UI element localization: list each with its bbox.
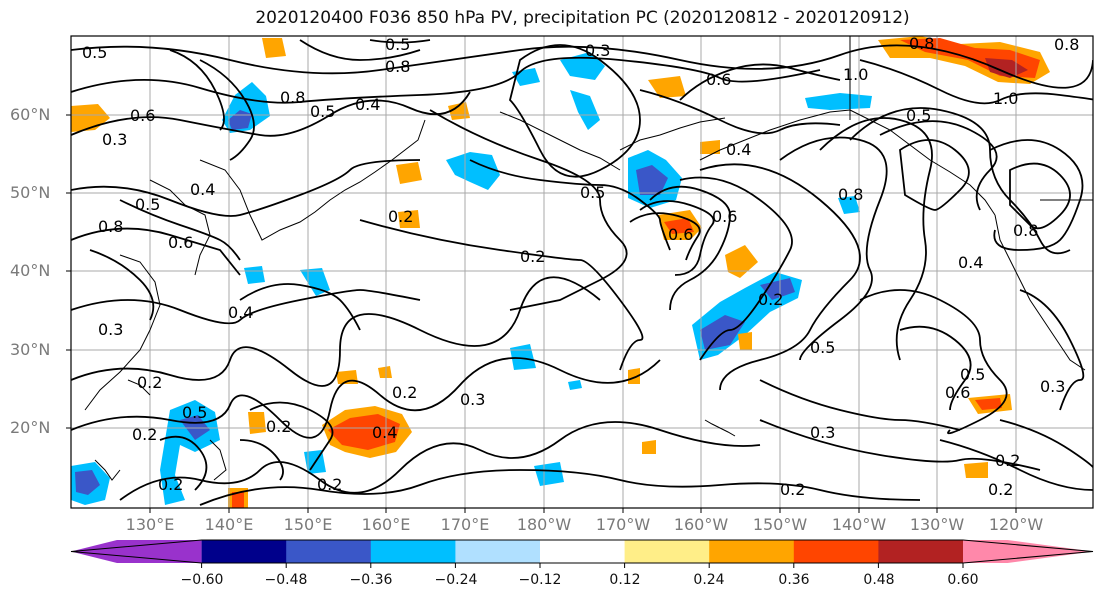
colorbar-segment [624,540,710,563]
coastlines [84,36,1093,481]
svg-text:0.6: 0.6 [712,207,737,226]
svg-text:0.6: 0.6 [706,70,731,89]
colorbar-segment [709,540,795,563]
lon-label-170w: 170°W [595,515,651,534]
svg-text:0.3: 0.3 [585,41,610,60]
svg-text:0.2: 0.2 [388,207,413,226]
svg-text:0.4: 0.4 [355,95,380,114]
svg-text:0.6: 0.6 [168,233,193,252]
colorbar-segment [71,540,202,563]
colorbar-tick-label: 0.24 [693,572,725,588]
svg-text:0.5: 0.5 [385,35,410,54]
lon-label-160w: 160°W [673,515,729,534]
lon-label-170e: 170°E [440,515,490,534]
colorbar-tick-label: −0.24 [434,572,478,588]
svg-text:0.8: 0.8 [1054,35,1079,54]
svg-text:0.2: 0.2 [988,480,1013,499]
lat-label-50n: 50°N [10,183,51,202]
svg-text:0.5: 0.5 [310,102,335,121]
svg-text:0.4: 0.4 [958,253,983,272]
lon-label-140e: 140°E [204,515,254,534]
colorbar-segment [878,540,964,563]
colorbar-segment [963,540,1093,563]
svg-text:1.0: 1.0 [993,89,1018,108]
colorbar-tick-label: −0.12 [518,572,562,588]
svg-text:0.2: 0.2 [392,383,417,402]
svg-text:0.3: 0.3 [98,320,123,339]
svg-text:0.2: 0.2 [780,480,805,499]
pv-contours [71,39,1093,506]
svg-text:0.2: 0.2 [158,475,183,494]
svg-text:0.4: 0.4 [190,180,215,199]
svg-text:0.2: 0.2 [137,373,162,392]
svg-text:0.6: 0.6 [945,383,970,402]
colorbar-tick-label: −0.60 [180,572,224,588]
svg-text:0.5: 0.5 [960,365,985,384]
svg-text:0.3: 0.3 [810,423,835,442]
lon-label-130w: 130°W [909,515,965,534]
colorbar-segment [286,540,372,563]
svg-text:0.2: 0.2 [520,247,545,266]
figure-title: 2020120400 F036 850 hPa PV, precipitatio… [255,8,910,28]
lon-label-140w: 140°W [831,515,887,534]
lon-label-130e: 130°E [125,515,175,534]
svg-text:0.2: 0.2 [317,475,342,494]
svg-text:0.5: 0.5 [182,403,207,422]
svg-text:0.8: 0.8 [385,57,410,76]
colorbar-segment [540,540,626,563]
svg-text:0.8: 0.8 [838,185,863,204]
lat-label-20n: 20°N [10,418,51,437]
colorbar-segment [793,540,879,563]
svg-text:0.2: 0.2 [995,451,1020,470]
svg-text:0.8: 0.8 [909,34,934,53]
colorbar-tick-label: 0.36 [778,572,810,588]
svg-text:0.4: 0.4 [726,140,751,159]
svg-text:0.5: 0.5 [135,195,160,214]
svg-text:0.5: 0.5 [906,106,931,125]
colorbar [70,539,1094,568]
svg-text:0.2: 0.2 [758,290,783,309]
lon-label-180w: 180°W [516,515,572,534]
svg-text:0.4: 0.4 [372,423,397,442]
colorbar-tick-label: 0.60 [947,572,979,588]
svg-text:0.5: 0.5 [580,183,605,202]
colorbar-tick-label: −0.36 [349,572,393,588]
contour-labels: 0.5 0.8 0.5 0.4 0.6 0.4 0.5 0.6 0.4 0.5 … [82,34,1079,499]
precip-positive-shading [71,36,1050,508]
svg-text:0.2: 0.2 [132,425,157,444]
svg-text:0.6: 0.6 [130,106,155,125]
lat-label-40n: 40°N [10,261,51,280]
svg-text:0.5: 0.5 [810,338,835,357]
svg-text:0.2: 0.2 [266,417,291,436]
colorbar-tick-label: 0.12 [609,572,641,588]
svg-text:0.3: 0.3 [1040,377,1065,396]
svg-text:0.3: 0.3 [102,130,127,149]
lat-label-60n: 60°N [10,105,51,124]
lon-label-120w: 120°W [988,515,1044,534]
colorbar-tick-label: −0.48 [264,572,308,588]
svg-text:0.8: 0.8 [1013,221,1038,240]
colorbar-segment [201,540,287,563]
lon-label-150e: 150°E [283,515,333,534]
svg-text:0.3: 0.3 [460,390,485,409]
axis-ticks [66,114,1017,513]
svg-text:1.0: 1.0 [843,65,868,84]
lat-label-30n: 30°N [10,340,51,359]
lon-label-150w: 150°W [752,515,808,534]
lon-label-160e: 160°E [361,515,411,534]
colorbar-segment [455,540,541,563]
svg-text:0.4: 0.4 [228,303,253,322]
colorbar-segment [370,540,456,563]
svg-text:0.5: 0.5 [82,43,107,62]
map-frame [70,35,1094,509]
svg-text:0.8: 0.8 [280,88,305,107]
svg-text:0.6: 0.6 [668,225,693,244]
svg-text:0.8: 0.8 [98,217,123,236]
colorbar-tick-label: 0.48 [863,572,895,588]
